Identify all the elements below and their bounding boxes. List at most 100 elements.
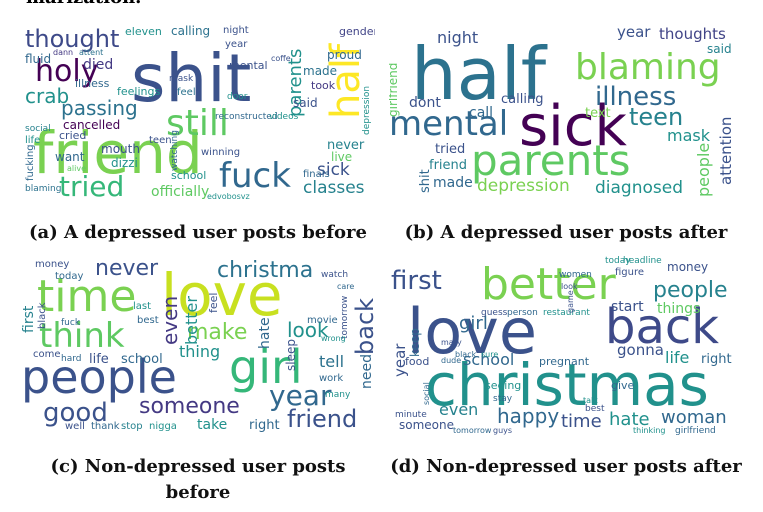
word-cancelled: cancelled <box>63 118 120 132</box>
word-black: black <box>455 350 477 359</box>
caption-a: (a) A depressed user posts before <box>29 222 367 243</box>
word-need: need <box>359 354 375 389</box>
word-thought: thought <box>25 25 119 53</box>
word-happy: happy <box>497 404 559 428</box>
word-girlfriend: girlfriend <box>389 63 400 117</box>
word-person: person <box>507 308 538 318</box>
word-money: money <box>35 259 69 270</box>
word-life: life <box>665 348 689 367</box>
word-proud: proud <box>327 48 362 62</box>
word-hard: hard <box>61 354 81 364</box>
word-people: people <box>21 350 177 404</box>
word-dizzi: dizzi <box>111 156 138 170</box>
word-friend: friend <box>33 119 203 187</box>
word-blaming: blaming <box>575 47 721 88</box>
word-social: social <box>25 124 51 134</box>
word-mental: mental <box>229 59 268 72</box>
word-school: school <box>171 169 206 182</box>
word-dann: dann <box>53 48 73 57</box>
word-night: night <box>437 28 478 47</box>
word-sick: sick <box>317 160 350 180</box>
word-mask: mask <box>667 126 711 145</box>
word-give: give <box>611 379 635 392</box>
word-mary: mary <box>441 338 462 347</box>
word-fuck: fuck <box>61 318 81 328</box>
word-finals: finals <box>303 169 330 180</box>
word-mental: mental <box>389 104 508 144</box>
word-hate: hate <box>609 409 650 430</box>
word-never: never <box>327 138 365 153</box>
word-calling: calling <box>171 24 210 38</box>
word-died: died <box>83 57 113 73</box>
word-classes: classes <box>303 178 365 198</box>
word-start: start <box>611 299 644 315</box>
word-pregnant: pregnant <box>539 355 590 368</box>
word-year: year <box>269 379 332 412</box>
caption-d: (d) Non-depressed user posts after <box>390 456 742 477</box>
word-girl: girl <box>229 340 303 394</box>
word-right: right <box>701 352 732 367</box>
word-fluid: fluid <box>25 52 51 66</box>
word-life: life <box>25 135 40 146</box>
word-better: better <box>481 259 617 310</box>
word-think: think <box>39 316 125 356</box>
word-holy: holy <box>35 54 98 89</box>
word-make: make <box>187 320 247 345</box>
word-watch: watch <box>321 270 348 280</box>
word-tried: tried <box>435 142 465 157</box>
wordcloud-b: half sick parents blaming mental illness… <box>389 21 743 206</box>
word-school: school <box>121 352 163 367</box>
wordcloud-a: shit friend still half holy thought fuck… <box>21 21 375 206</box>
word-movie: movie <box>307 315 338 326</box>
word-first: first <box>21 305 37 333</box>
word-black: black <box>37 302 48 329</box>
word-attention: attention <box>717 117 735 185</box>
word-last: last <box>133 301 151 312</box>
word-school: school <box>463 350 514 369</box>
word-call: call <box>469 105 493 121</box>
word-year: year <box>225 39 248 50</box>
word-thoughts: thoughts <box>659 25 726 43</box>
header-fragment: marization. <box>26 0 141 8</box>
word-live: live <box>331 150 352 164</box>
word-fuck: fuck <box>219 156 291 196</box>
word-edvobosvz: edvobosvz <box>207 192 250 201</box>
word-back: back <box>605 299 719 355</box>
word-eleven: eleven <box>125 25 162 38</box>
word-feel: feel <box>177 87 196 98</box>
word-made: made <box>303 64 337 78</box>
caption-b: (b) A depressed user posts after <box>404 222 728 243</box>
word-right: right <box>249 418 280 433</box>
word-shit: shit <box>131 40 251 117</box>
word-illness: illness <box>75 77 110 90</box>
word-officially: officially <box>151 184 209 200</box>
word-guys: guys <box>493 426 512 435</box>
caption-c-line2: before <box>165 482 231 503</box>
word-today: today <box>55 271 84 282</box>
word-sick: sick <box>519 94 628 159</box>
word-girl: girl <box>459 313 488 334</box>
word-blaming: blaming <box>25 184 61 194</box>
word-tomorrow: tomorrow <box>340 296 350 339</box>
word-look: look <box>287 318 329 342</box>
word-tomorrow: tomorrow <box>453 426 492 435</box>
caption-c-line1: (c) Non-depressed user posts <box>50 456 346 477</box>
word-teen: teen <box>629 103 683 131</box>
word-half: half <box>411 32 548 116</box>
word-sure: sure <box>481 350 498 359</box>
word-work: work <box>319 373 343 384</box>
word-door: door <box>227 92 248 102</box>
word-nigga: nigga <box>149 421 177 432</box>
word-restaurant: restaurant <box>543 308 590 318</box>
word-half: half <box>323 43 369 119</box>
word-time: time <box>561 411 602 432</box>
word-cried: cried <box>59 129 86 142</box>
word-friend: friend <box>287 405 357 433</box>
word-coffe: coffe <box>271 54 291 63</box>
word-tell: tell <box>319 352 344 371</box>
word-parents: parents <box>471 136 631 185</box>
word-made: made <box>433 175 473 191</box>
word-took: took <box>311 79 336 92</box>
word-well: well <box>65 421 85 432</box>
word-best: best <box>585 404 605 414</box>
